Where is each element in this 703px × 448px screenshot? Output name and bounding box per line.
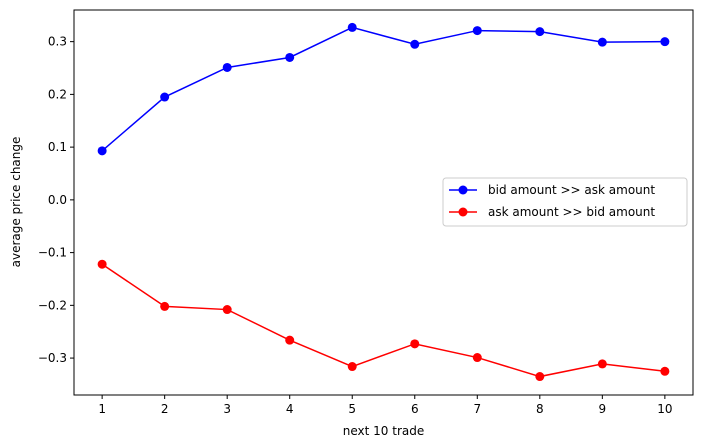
data-point-ask bbox=[535, 372, 545, 382]
data-point-bid bbox=[160, 92, 170, 102]
legend-marker-bid bbox=[458, 185, 468, 195]
data-point-bid bbox=[97, 146, 107, 156]
y-tick-label: 0.1 bbox=[48, 140, 67, 154]
data-point-ask bbox=[597, 359, 607, 369]
data-point-ask bbox=[660, 366, 670, 376]
y-tick-label: 0.3 bbox=[48, 35, 67, 49]
data-point-ask bbox=[222, 305, 232, 315]
data-point-bid bbox=[347, 22, 357, 32]
x-tick-label: 1 bbox=[98, 402, 106, 416]
data-point-bid bbox=[597, 37, 607, 47]
y-tick-label: −0.3 bbox=[38, 351, 67, 365]
x-tick-label: 5 bbox=[348, 402, 356, 416]
data-point-ask bbox=[160, 301, 170, 311]
x-tick-label: 10 bbox=[657, 402, 672, 416]
data-point-bid bbox=[222, 62, 232, 72]
legend-marker-ask bbox=[458, 207, 468, 217]
y-axis-ticks: −0.3 −0.2 −0.1 0.0 0.1 0.2 0.3 bbox=[38, 35, 74, 365]
data-point-ask bbox=[410, 339, 420, 349]
x-axis-label: next 10 trade bbox=[343, 424, 424, 438]
y-tick-label: 0.2 bbox=[48, 87, 67, 101]
data-point-ask bbox=[347, 362, 357, 372]
y-tick-label: −0.2 bbox=[38, 298, 67, 312]
data-point-ask bbox=[472, 353, 482, 363]
x-tick-label: 3 bbox=[223, 402, 231, 416]
data-point-bid bbox=[660, 37, 670, 47]
series-layer bbox=[97, 22, 670, 382]
data-point-bid bbox=[535, 27, 545, 37]
data-point-bid bbox=[285, 52, 295, 62]
x-tick-label: 4 bbox=[286, 402, 294, 416]
x-tick-label: 6 bbox=[411, 402, 419, 416]
y-tick-label: 0.0 bbox=[48, 193, 67, 207]
y-tick-label: −0.1 bbox=[38, 246, 67, 260]
y-axis-label: average price change bbox=[9, 137, 23, 268]
x-tick-label: 9 bbox=[599, 402, 607, 416]
legend-entry-bid: bid amount >> ask amount bbox=[488, 183, 655, 197]
legend-box bbox=[442, 177, 688, 227]
series-line-ask bbox=[101, 263, 665, 378]
data-point-ask bbox=[285, 335, 295, 345]
x-tick-label: 7 bbox=[473, 402, 481, 416]
legend-entry-ask: ask amount >> bid amount bbox=[488, 205, 655, 219]
data-point-ask bbox=[97, 259, 107, 269]
series-line-bid bbox=[101, 26, 665, 152]
x-tick-label: 8 bbox=[536, 402, 544, 416]
x-axis-ticks: 1 2 3 4 5 6 7 8 9 10 bbox=[98, 395, 673, 416]
legend: bid amount >> ask amount ask amount >> b… bbox=[442, 177, 688, 227]
x-tick-label: 2 bbox=[161, 402, 169, 416]
data-point-bid bbox=[472, 26, 482, 36]
data-point-bid bbox=[410, 39, 420, 49]
